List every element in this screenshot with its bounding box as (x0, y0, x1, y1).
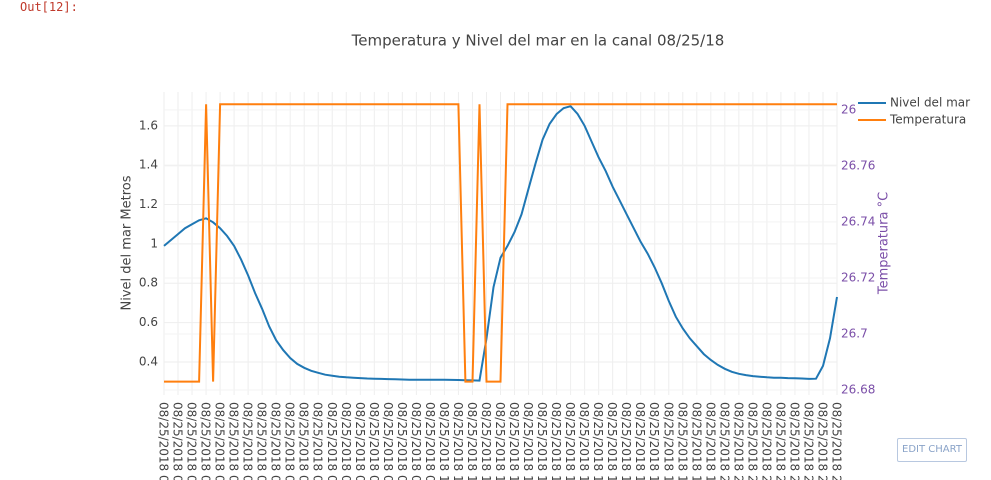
x-tick-label: 08/25/2018 0 (367, 402, 381, 480)
x-tick-label: 08/25/2018 0 (171, 402, 185, 480)
x-tick-label: 08/25/2018 1 (437, 402, 451, 480)
x-tick-label: 08/25/2018 0 (409, 402, 423, 480)
x-tick-label: 08/25/2018 1 (563, 402, 577, 480)
y-axis-title: Nivel del mar Metros (120, 175, 135, 310)
x-tick-label: 08/25/2018 2 (815, 402, 829, 480)
x-tick-label: 08/25/2018 0 (353, 402, 367, 480)
x-tick-label: 08/25/2018 1 (703, 402, 717, 480)
edit-chart-button[interactable]: EDIT CHART (897, 438, 967, 462)
y-tick-label: 1 (150, 236, 158, 250)
x-tick-label: 08/25/2018 1 (605, 402, 619, 480)
x-tick-label: 08/25/2018 1 (591, 402, 605, 480)
x-tick-label: 08/25/2018 1 (577, 402, 591, 480)
x-tick-label: 08/25/2018 1 (507, 402, 521, 480)
x-tick-label: 08/25/2018 1 (675, 402, 689, 480)
x-tick-label: 08/25/2018 0 (269, 402, 283, 480)
y2-tick-label: 26.76 (841, 158, 875, 172)
x-tick-label: 08/25/2018 1 (689, 402, 703, 480)
x-tick-label: 08/25/2018 1 (451, 402, 465, 480)
x-tick-label: 08/25/2018 0 (325, 402, 339, 480)
x-tick-label: 08/25/2018 2 (731, 402, 745, 480)
x-tick-label: 08/25/2018 0 (213, 402, 227, 480)
x-tick-label: 08/25/2018 1 (633, 402, 647, 480)
x-tick-label: 08/25/2018 1 (619, 402, 633, 480)
x-tick-label: 08/25/2018 1 (661, 402, 675, 480)
x-tick-label: 08/25/2018 1 (465, 402, 479, 480)
x-tick-label: 08/25/2018 2 (759, 402, 773, 480)
x-tick-label: 08/25/2018 0 (157, 402, 171, 480)
x-tick-label: 08/25/2018 0 (395, 402, 409, 480)
x-tick-label: 08/25/2018 0 (423, 402, 437, 480)
x-tick-label: 08/25/2018 0 (199, 402, 213, 480)
x-tick-label: 08/25/2018 2 (717, 402, 731, 480)
x-tick-label: 08/25/2018 2 (773, 402, 787, 480)
y2-tick-label: 26.74 (841, 214, 875, 228)
x-tick-label: 08/25/2018 2 (801, 402, 815, 480)
x-tick-label: 08/25/2018 0 (297, 402, 311, 480)
legend-label: Nivel del mar (890, 96, 970, 110)
y-tick-label: 1.6 (139, 118, 158, 132)
series-line (163, 105, 838, 382)
y2-axis-title: Temperatura °C (877, 192, 892, 295)
y-tick-label: 1.2 (139, 197, 158, 211)
x-tick-label: 08/25/2018 1 (479, 402, 493, 480)
x-tick-label: 08/25/2018 2 (830, 402, 844, 480)
x-tick-label: 08/25/2018 0 (241, 402, 255, 480)
x-tick-label: 08/25/2018 0 (283, 402, 297, 480)
y2-tick-label: 26.72 (841, 270, 875, 284)
x-tick-label: 08/25/2018 0 (381, 402, 395, 480)
x-tick-label: 08/25/2018 2 (745, 402, 759, 480)
y-tick-label: 1.4 (139, 158, 158, 172)
x-tick-label: 08/25/2018 0 (311, 402, 325, 480)
y-tick-label: 0.4 (139, 354, 158, 368)
x-tick-label: 08/25/2018 1 (493, 402, 507, 480)
x-tick-label: 08/25/2018 0 (255, 402, 269, 480)
x-tick-label: 08/25/2018 0 (185, 402, 199, 480)
x-tick-label: 08/25/2018 0 (227, 402, 241, 480)
y2-tick-label: 26 (841, 102, 856, 116)
x-tick-label: 08/25/2018 2 (787, 402, 801, 480)
y2-tick-label: 26.7 (841, 326, 868, 340)
x-tick-label: 08/25/2018 1 (549, 402, 563, 480)
x-tick-label: 08/25/2018 0 (339, 402, 353, 480)
series-line (164, 103, 837, 383)
x-tick-label: 08/25/2018 1 (535, 402, 549, 480)
y2-tick-label: 26.68 (841, 382, 875, 396)
chart-title: Temperatura y Nivel del mar en la canal … (351, 32, 725, 50)
x-tick-label: 08/25/2018 1 (521, 402, 535, 480)
legend-label: Temperatura (889, 113, 966, 127)
y-tick-label: 0.6 (139, 315, 158, 329)
output-prompt: Out[12]: (20, 0, 78, 14)
x-tick-label: 08/25/2018 1 (647, 402, 661, 480)
y-tick-label: 0.8 (139, 276, 158, 290)
